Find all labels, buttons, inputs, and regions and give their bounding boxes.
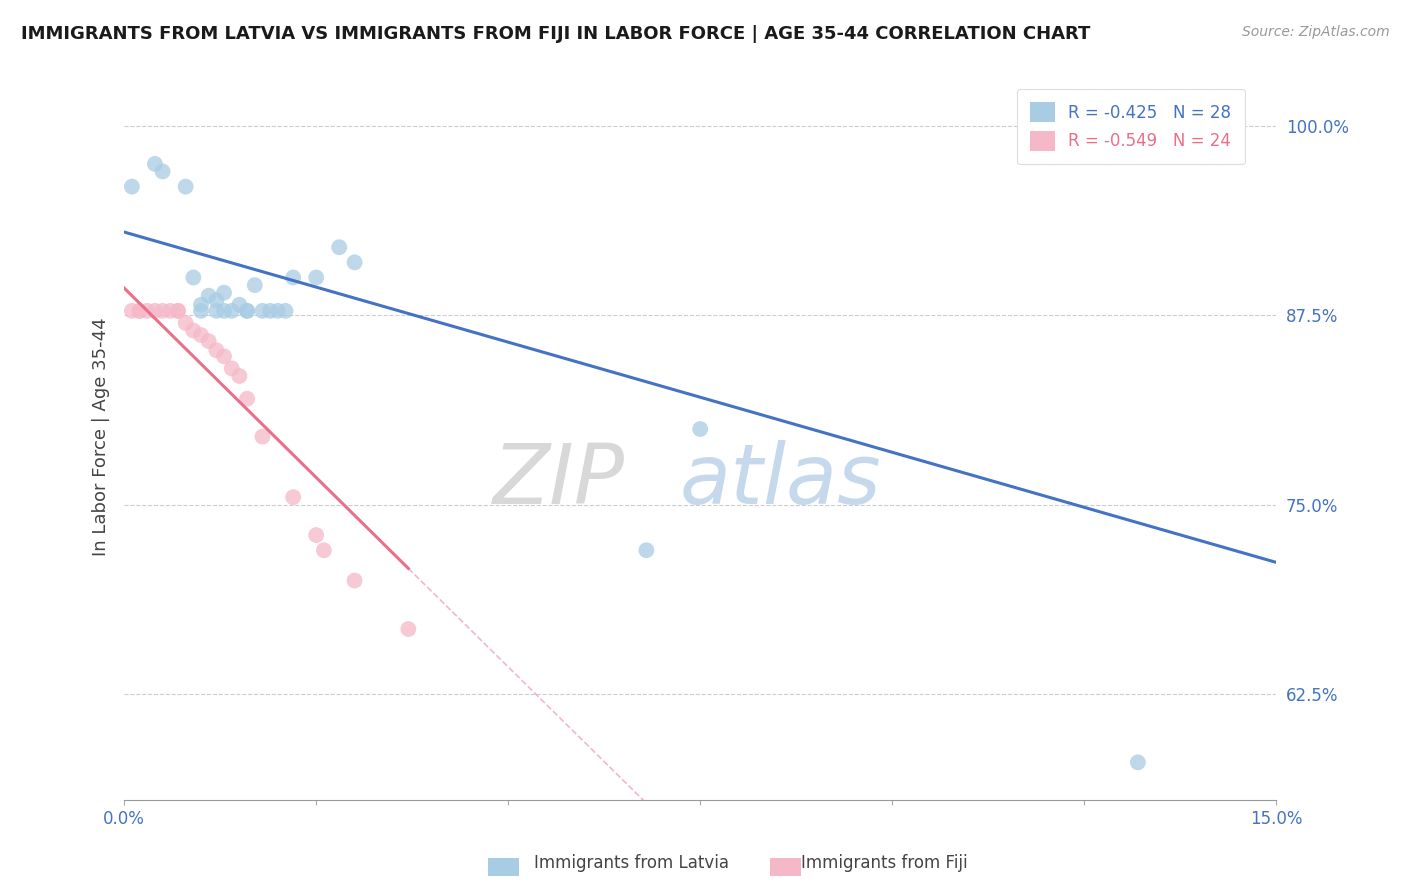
Point [205,303,228,318]
Point [190,328,212,343]
Point [205,343,228,358]
Text: Immigrants from Latvia: Immigrants from Latvia [534,855,730,872]
Point [174,316,197,330]
Point [121,303,143,318]
Point [396,622,419,636]
Point [190,298,212,312]
Point [212,349,235,363]
Point [228,369,250,384]
Point [236,392,259,406]
Point [328,240,350,254]
Point [267,303,290,318]
Point [228,298,250,312]
Point [183,270,205,285]
Legend: R = -0.425   N = 28, R = -0.549   N = 24: R = -0.425 N = 28, R = -0.549 N = 24 [1017,88,1244,164]
Point [1126,756,1149,770]
Text: IMMIGRANTS FROM LATVIA VS IMMIGRANTS FROM FIJI IN LABOR FORCE | AGE 35-44 CORREL: IMMIGRANTS FROM LATVIA VS IMMIGRANTS FRO… [21,25,1091,43]
Point [221,361,243,376]
Point [174,179,197,194]
Point [636,543,658,558]
Point [128,303,150,318]
Text: ZIP: ZIP [494,440,626,521]
Point [183,324,205,338]
Point [197,288,219,302]
Point [305,528,328,542]
Point [128,303,150,318]
Point [236,303,259,318]
Point [259,303,281,318]
Y-axis label: In Labor Force | Age 35-44: In Labor Force | Age 35-44 [93,318,110,556]
Point [221,303,243,318]
Point [143,157,166,171]
Point [152,164,174,178]
Point [343,574,366,588]
Point [252,303,274,318]
Point [159,303,181,318]
Point [236,303,259,318]
Point [167,303,190,318]
Point [167,303,190,318]
Point [689,422,711,436]
Point [252,429,274,443]
Point [143,303,166,318]
Point [305,270,328,285]
Point [243,278,266,293]
Point [197,334,219,348]
Point [283,490,305,504]
Point [312,543,335,558]
Point [212,285,235,300]
Point [205,293,228,308]
Text: atlas: atlas [681,440,882,521]
Point [274,303,297,318]
Text: Source: ZipAtlas.com: Source: ZipAtlas.com [1241,25,1389,39]
Point [152,303,174,318]
Point [343,255,366,269]
Point [283,270,305,285]
Point [121,179,143,194]
Point [212,303,235,318]
Text: Immigrants from Fiji: Immigrants from Fiji [801,855,969,872]
Point [136,303,159,318]
Point [190,303,212,318]
